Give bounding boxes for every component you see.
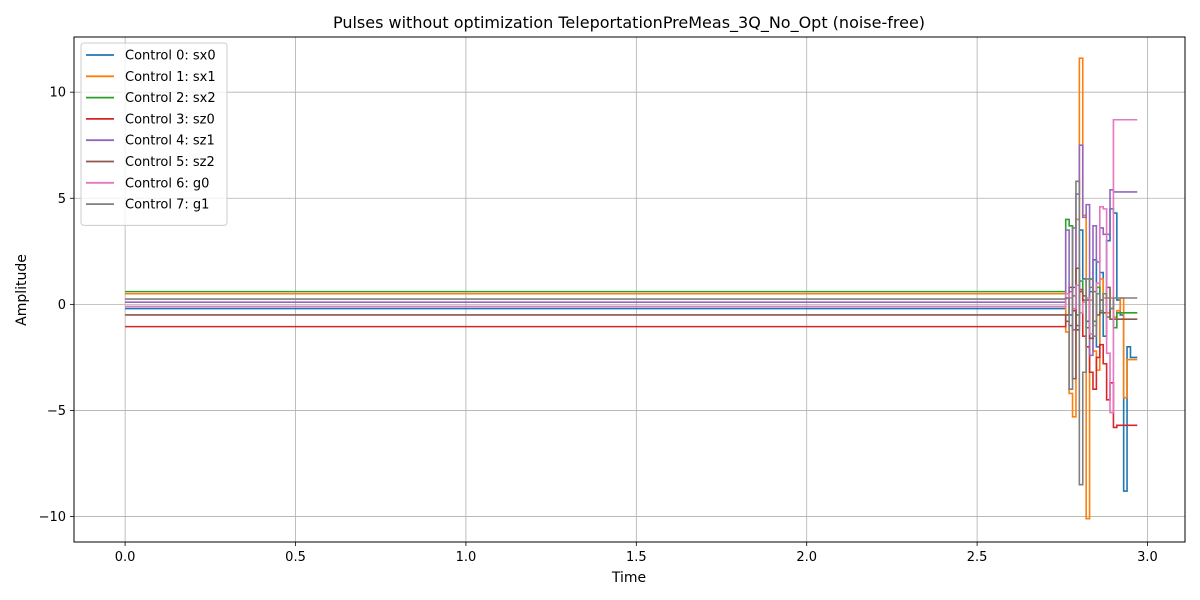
legend-box bbox=[80, 42, 228, 226]
y-axis-label: Amplitude bbox=[14, 254, 30, 326]
legend-label: Control 4: sz1 bbox=[125, 134, 215, 149]
series-line-5 bbox=[125, 267, 1138, 380]
x-tick-label: 2.0 bbox=[796, 550, 817, 565]
series-line-7 bbox=[125, 180, 1138, 486]
plot-frame bbox=[73, 36, 1186, 543]
legend: Control 0: sx0 Control 1: sx1 Control 2: s… bbox=[80, 42, 228, 226]
series-line-6 bbox=[125, 118, 1138, 414]
y-tick-label: 5 bbox=[58, 192, 66, 207]
x-tick-label: 3.0 bbox=[1137, 550, 1158, 565]
x-tick-label: 1.5 bbox=[626, 550, 647, 565]
legend-label: Control 1: sx1 bbox=[125, 70, 216, 85]
y-tick-label: −10 bbox=[39, 510, 66, 525]
x-axis-label: Time bbox=[611, 570, 646, 586]
series-line-2 bbox=[125, 218, 1138, 329]
y-tick-label: 0 bbox=[58, 298, 66, 313]
y-tick-label: −5 bbox=[47, 404, 66, 419]
y-tick-label: 10 bbox=[49, 86, 66, 101]
chart-title: Pulses without optimization Teleportatio… bbox=[333, 13, 925, 33]
series-line-1 bbox=[125, 57, 1138, 520]
legend-label: Control 2: sx2 bbox=[125, 91, 216, 106]
series-line-4 bbox=[125, 144, 1138, 357]
series-layer bbox=[125, 57, 1138, 520]
x-tick-label: 2.5 bbox=[967, 550, 988, 565]
x-tick-label: 0.0 bbox=[115, 550, 136, 565]
axis-ticks: 0.0 0.5 1.0 1.5 2.0 2.5 3.0 −10 −5 0 5 10 bbox=[39, 86, 1158, 565]
series-line-0 bbox=[125, 208, 1138, 492]
legend-label: Control 0: sx0 bbox=[125, 49, 216, 64]
legend-label: Control 6: g0 bbox=[125, 176, 209, 191]
legend-label: Control 3: sz0 bbox=[125, 112, 215, 127]
legend-label: Control 7: g1 bbox=[125, 198, 209, 213]
x-tick-label: 0.5 bbox=[285, 550, 306, 565]
legend-label: Control 5: sz2 bbox=[125, 155, 215, 170]
series-line-3 bbox=[125, 286, 1138, 429]
grid-lines bbox=[74, 37, 1185, 542]
x-tick-label: 1.0 bbox=[456, 550, 477, 565]
